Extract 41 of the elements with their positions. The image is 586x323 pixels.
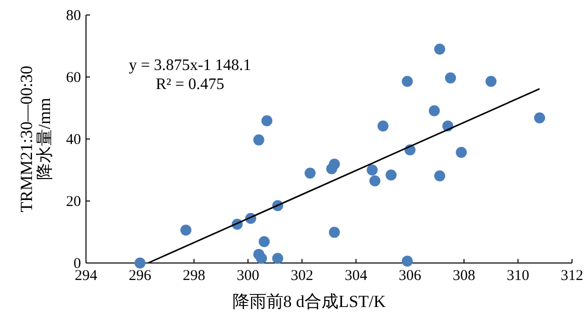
x-tick-label: 294	[74, 268, 98, 284]
y-tick-label: 80	[66, 8, 81, 24]
point	[258, 236, 270, 248]
point	[304, 168, 316, 179]
y-tick-label: 60	[66, 70, 81, 86]
point	[261, 115, 272, 126]
y-tick-label: 40	[66, 132, 81, 148]
x-tick-label: 308	[452, 268, 476, 284]
x-tick-label: 306	[398, 268, 422, 284]
point	[369, 175, 380, 186]
point	[328, 158, 340, 170]
point	[366, 164, 378, 176]
point	[534, 112, 546, 124]
point	[134, 258, 146, 268]
y-axis-title: TRMM21:30—00:30 降水量/mm	[17, 66, 54, 212]
x-tick-label: 312	[560, 268, 584, 284]
x-tick-label: 298	[182, 268, 206, 284]
point	[180, 224, 192, 236]
x-tick-label: 310	[506, 268, 530, 284]
point	[402, 256, 413, 267]
point	[402, 76, 413, 87]
point	[328, 226, 340, 238]
point	[445, 72, 456, 84]
point	[434, 170, 446, 182]
point	[386, 169, 397, 180]
annotation: y = 3.875x-1 148.1	[128, 57, 252, 74]
point	[378, 120, 388, 132]
x-tick-label: 300	[236, 268, 260, 284]
point	[456, 146, 467, 158]
x-tick-label: 296	[128, 268, 152, 284]
x-tick-label: 302	[290, 268, 314, 284]
y-tick-label: 20	[66, 194, 81, 210]
point	[428, 105, 440, 116]
x-axis-title: 降雨前8 d合成LST/K	[232, 292, 386, 311]
point	[256, 252, 267, 264]
point	[253, 134, 264, 146]
point	[486, 76, 496, 87]
x-tick-label: 304	[344, 268, 368, 284]
point	[434, 44, 446, 55]
annotation: R² = 0.475	[156, 76, 224, 93]
point	[272, 252, 284, 264]
